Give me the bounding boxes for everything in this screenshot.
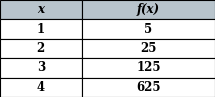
Bar bbox=[82, 78, 215, 97]
Bar bbox=[0, 0, 82, 19]
Bar bbox=[0, 19, 82, 39]
Bar bbox=[0, 58, 82, 78]
Text: 5: 5 bbox=[144, 23, 152, 36]
Text: 2: 2 bbox=[37, 42, 45, 55]
Bar bbox=[82, 19, 215, 39]
Text: 25: 25 bbox=[140, 42, 157, 55]
Bar bbox=[0, 78, 82, 97]
Text: f(x): f(x) bbox=[137, 3, 160, 16]
Text: x: x bbox=[37, 3, 44, 16]
Text: 3: 3 bbox=[37, 61, 45, 74]
Bar bbox=[82, 58, 215, 78]
Text: 4: 4 bbox=[37, 81, 45, 94]
Bar bbox=[82, 39, 215, 58]
Text: 1: 1 bbox=[37, 23, 45, 36]
Bar bbox=[82, 0, 215, 19]
Bar bbox=[0, 39, 82, 58]
Text: 625: 625 bbox=[136, 81, 161, 94]
Text: 125: 125 bbox=[136, 61, 161, 74]
